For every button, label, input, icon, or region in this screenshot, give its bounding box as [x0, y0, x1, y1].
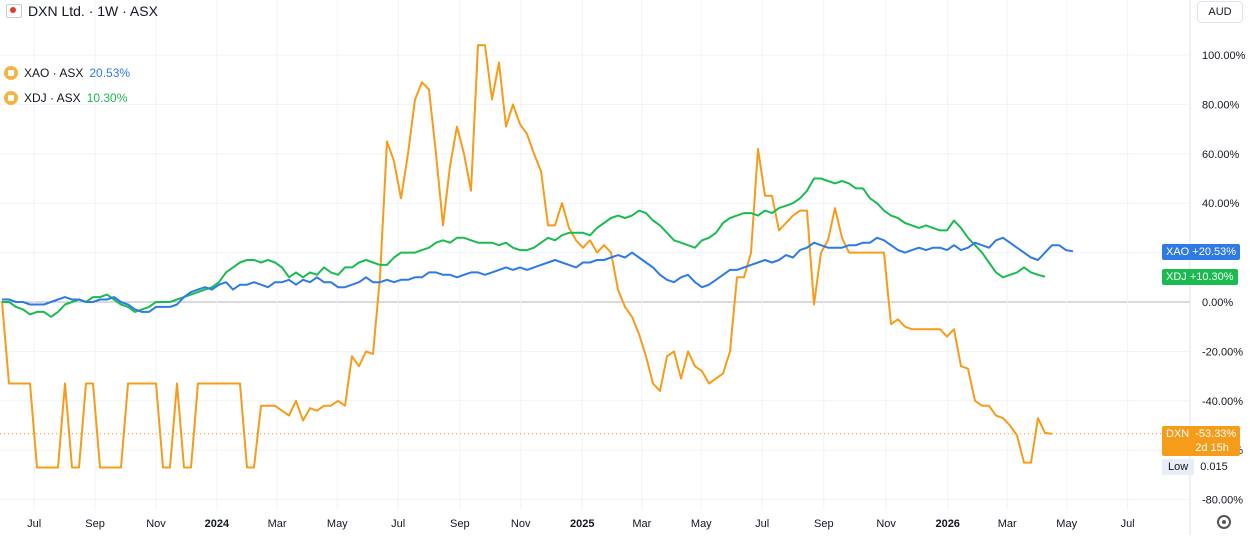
- x-tick-label: May: [327, 518, 348, 530]
- low-value: 0.015: [1194, 459, 1234, 475]
- gear-icon[interactable]: [1217, 515, 1231, 529]
- chart-title: DXN Ltd. · 1W · ASX: [28, 3, 158, 19]
- price-tag-xao: XAO +20.53%: [1162, 244, 1241, 260]
- price-tag-dxn: DXN -53.33% 2d 15h: [1162, 426, 1241, 456]
- tag-value: +10.30%: [1189, 271, 1234, 283]
- legend-symbol: XDJ · ASX: [24, 91, 81, 105]
- x-tick-label: Mar: [268, 518, 287, 530]
- x-tick-label: Nov: [511, 518, 531, 530]
- y-tick-label: 40.00%: [1202, 198, 1240, 210]
- x-tick-label: 2024: [205, 518, 230, 530]
- x-tick-label: Jul: [391, 518, 405, 530]
- x-tick-label: Sep: [85, 518, 105, 530]
- tag-label: XAO: [1166, 246, 1190, 258]
- flag-icon: [6, 4, 22, 18]
- x-tick-label: 2026: [935, 518, 959, 530]
- tag-label: XDJ: [1166, 271, 1187, 283]
- grid-lines: [0, 0, 1191, 535]
- series-dxn-line: [1, 44, 1053, 469]
- tag-value: +20.53%: [1192, 246, 1237, 258]
- series-xao-line: [2, 236, 1074, 313]
- x-tick-label: May: [1056, 518, 1077, 530]
- tag-countdown: 2d 15h: [1195, 442, 1229, 454]
- legend-item-xao[interactable]: XAO · ASX 20.53%: [4, 66, 130, 80]
- legend-value: 20.53%: [89, 66, 131, 80]
- y-tick-label: 60.00%: [1202, 149, 1240, 161]
- series-lines: [1, 44, 1074, 469]
- y-tick-label: -20.00%: [1202, 346, 1243, 358]
- legend-symbol: XAO · ASX: [24, 66, 84, 80]
- legend-icon: [4, 91, 18, 105]
- y-tick-label: 0.00%: [1202, 297, 1233, 309]
- chart-header: DXN Ltd. · 1W · ASX: [6, 1, 158, 21]
- x-tick-label: Sep: [814, 518, 834, 530]
- x-tick-label: Jul: [27, 518, 41, 530]
- tag-value: -53.33%: [1195, 428, 1237, 440]
- x-tick-label: May: [691, 518, 712, 530]
- low-tag: Low 0.015: [1162, 459, 1234, 475]
- x-tick-label: Nov: [146, 518, 166, 530]
- y-tick-label: -40.00%: [1202, 396, 1243, 408]
- x-tick-label: Mar: [998, 518, 1017, 530]
- x-axis: Jul Sep Nov 2024 Mar May Jul Sep Nov 2025 Mar May Ju…: [27, 518, 1134, 530]
- y-tick-label: 100.00%: [1202, 50, 1246, 62]
- currency-button[interactable]: AUD: [1197, 1, 1243, 23]
- y-tick-label: -80.00%: [1202, 495, 1243, 507]
- x-tick-label: Sep: [450, 518, 470, 530]
- legend-item-xdj[interactable]: XDJ · ASX 10.30%: [4, 91, 127, 105]
- x-tick-label: Jul: [755, 518, 769, 530]
- tag-label: DXN: [1166, 428, 1190, 440]
- low-label: Low: [1162, 459, 1195, 475]
- price-tag-xdj: XDJ +10.30%: [1162, 269, 1238, 285]
- legend-icon: [4, 66, 18, 80]
- y-tick-label: 80.00%: [1202, 99, 1240, 111]
- x-tick-label: Nov: [876, 518, 896, 530]
- x-tick-label: Jul: [1121, 518, 1135, 530]
- series-xdj-line: [2, 177, 1046, 318]
- x-tick-label: 2025: [570, 518, 594, 530]
- x-tick-label: Mar: [632, 518, 651, 530]
- legend-value: 10.30%: [86, 91, 128, 105]
